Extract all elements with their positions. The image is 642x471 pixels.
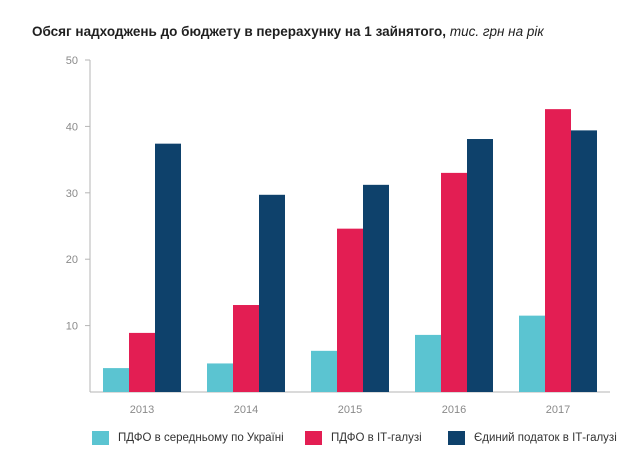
legend-item-2: ПДФО в ІТ-галузі (305, 431, 422, 445)
bar-2015-series-3 (363, 184, 389, 392)
y-tick-label: 50 (66, 55, 78, 67)
bar-2015-series-1 (311, 350, 337, 392)
bar-2013-series-3 (155, 143, 181, 392)
x-tick-label: 2016 (442, 404, 466, 416)
bar-2016-series-2 (441, 172, 467, 392)
chart-title-unit: тис. грн на рік (449, 24, 544, 39)
y-tick-label: 30 (66, 188, 78, 200)
bar-2017-series-3 (571, 130, 597, 392)
bar-2016-series-3 (467, 139, 493, 392)
x-tick-label: 2017 (546, 404, 570, 416)
bar-2017-series-2 (545, 109, 571, 393)
legend-item-3: Єдиний податок в ІТ-галузі (448, 431, 617, 445)
bar-2014-series-3 (259, 194, 285, 392)
chart-bars (103, 109, 597, 393)
legend-swatch (448, 431, 465, 445)
bar-2014-series-1 (207, 363, 233, 392)
bar-2014-series-2 (233, 305, 259, 392)
x-tick-label: 2014 (234, 404, 258, 416)
y-tick-label: 10 (66, 321, 78, 333)
bar-2013-series-1 (103, 368, 129, 392)
legend-swatch (305, 431, 322, 445)
bar-2017-series-1 (519, 315, 545, 392)
y-tick-label: 40 (66, 121, 78, 133)
chart-legend: ПДФО в середньому по Україні ПДФО в ІТ-га… (0, 431, 642, 455)
legend-label: ПДФО в ІТ-галузі (331, 432, 422, 444)
x-tick-label: 2015 (338, 404, 362, 416)
legend-label: ПДФО в середньому по Україні (118, 432, 284, 444)
chart-tick-labels: 10 20 30 40 50 2013 2014 2015 2016 2017 (66, 55, 570, 416)
bar-2015-series-2 (337, 228, 363, 392)
bar-2016-series-1 (415, 334, 441, 392)
x-tick-label: 2013 (130, 404, 154, 416)
legend-swatch (92, 431, 109, 445)
legend-item-1: ПДФО в середньому по Україні (92, 431, 284, 445)
chart-title-main: Обсяг надходжень до бюджету в перерахунк… (32, 24, 447, 39)
chart-title: Обсяг надходжень до бюджету в перерахунк… (32, 24, 544, 39)
y-tick-label: 20 (66, 254, 78, 266)
bar-2013-series-2 (129, 332, 155, 392)
legend-label: Єдиний податок в ІТ-галузі (474, 432, 617, 444)
